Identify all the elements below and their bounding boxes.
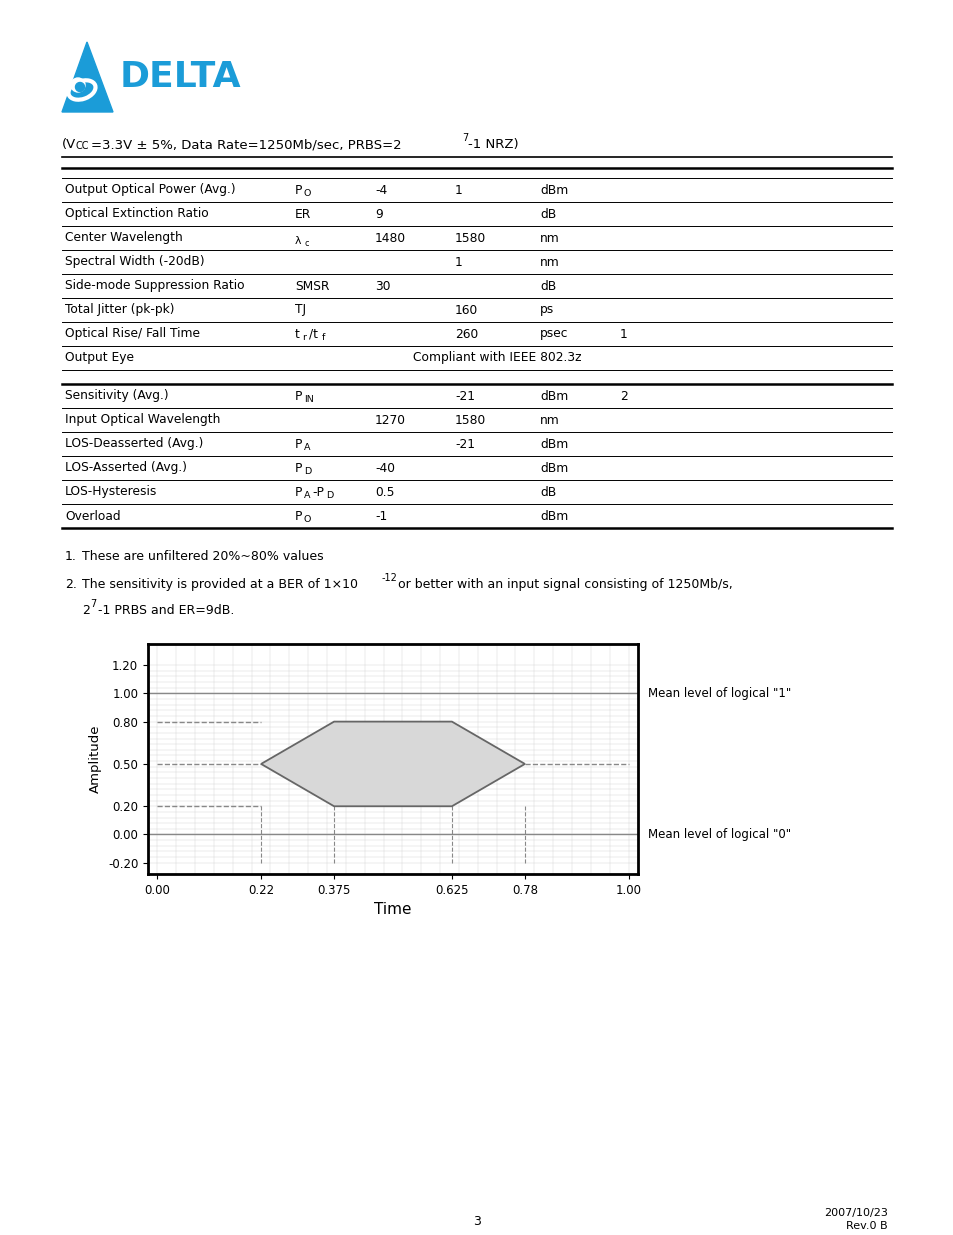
Text: IN: IN [304, 394, 314, 404]
Text: r: r [302, 332, 306, 342]
Text: 1270: 1270 [375, 414, 406, 426]
Text: nm: nm [539, 414, 559, 426]
Text: 1580: 1580 [455, 414, 486, 426]
Text: P: P [294, 485, 302, 499]
Text: dB: dB [539, 279, 556, 293]
Text: 7: 7 [461, 133, 468, 143]
Text: P: P [294, 389, 302, 403]
Text: 2: 2 [619, 389, 627, 403]
Text: Mean level of logical "1": Mean level of logical "1" [647, 687, 790, 700]
Text: dBm: dBm [539, 510, 568, 522]
Text: LOS-Asserted (Avg.): LOS-Asserted (Avg.) [65, 462, 187, 474]
Text: Mean level of logical "0": Mean level of logical "0" [647, 827, 790, 841]
Y-axis label: Amplitude: Amplitude [90, 725, 102, 793]
Text: These are unfiltered 20%~80% values: These are unfiltered 20%~80% values [82, 550, 323, 563]
Text: D: D [326, 490, 333, 499]
Text: A: A [304, 442, 310, 452]
Polygon shape [62, 42, 112, 112]
Text: The sensitivity is provided at a BER of 1×10: The sensitivity is provided at a BER of … [82, 578, 357, 592]
Text: -21: -21 [455, 389, 475, 403]
Text: DELTA: DELTA [120, 61, 241, 94]
Text: dBm: dBm [539, 184, 568, 196]
Text: O: O [304, 515, 311, 524]
Text: Total Jitter (pk-pk): Total Jitter (pk-pk) [65, 304, 174, 316]
Text: f: f [322, 332, 325, 342]
Text: 1: 1 [455, 184, 462, 196]
Polygon shape [261, 721, 524, 806]
Text: 0.5: 0.5 [375, 485, 395, 499]
Text: dB: dB [539, 485, 556, 499]
Text: Optical Extinction Ratio: Optical Extinction Ratio [65, 207, 209, 221]
Text: Overload: Overload [65, 510, 120, 522]
Text: 260: 260 [455, 327, 477, 341]
Text: or better with an input signal consisting of 1250Mb/s,: or better with an input signal consistin… [397, 578, 732, 592]
Text: -P: -P [312, 485, 323, 499]
Text: (V: (V [62, 138, 76, 151]
Text: LOS-Hysteresis: LOS-Hysteresis [65, 485, 157, 499]
Text: -12: -12 [381, 573, 397, 583]
Text: dB: dB [539, 207, 556, 221]
Text: P: P [294, 462, 302, 474]
Text: 3: 3 [473, 1215, 480, 1228]
Text: -1 NRZ): -1 NRZ) [468, 138, 518, 151]
Circle shape [75, 83, 85, 91]
Text: dBm: dBm [539, 462, 568, 474]
Text: -21: -21 [455, 437, 475, 451]
Text: -1 PRBS and ER=9dB.: -1 PRBS and ER=9dB. [98, 604, 234, 618]
Text: TJ: TJ [294, 304, 306, 316]
Text: 2007/10/23: 2007/10/23 [823, 1208, 887, 1218]
Text: 7: 7 [90, 599, 96, 609]
Text: -40: -40 [375, 462, 395, 474]
Text: λ: λ [294, 236, 301, 246]
Text: P: P [294, 510, 302, 522]
X-axis label: Time: Time [374, 903, 412, 918]
Text: SMSR: SMSR [294, 279, 329, 293]
Text: A: A [304, 490, 310, 499]
Text: 1: 1 [619, 327, 627, 341]
Text: CC: CC [76, 141, 90, 151]
Text: Output Optical Power (Avg.): Output Optical Power (Avg.) [65, 184, 235, 196]
Text: /t: /t [309, 327, 317, 341]
Text: Rev.0 B: Rev.0 B [845, 1221, 887, 1231]
Text: 2: 2 [82, 604, 90, 618]
Text: nm: nm [539, 231, 559, 245]
Circle shape [71, 78, 85, 91]
Text: -4: -4 [375, 184, 387, 196]
Text: 1580: 1580 [455, 231, 486, 245]
Text: Spectral Width (-20dB): Spectral Width (-20dB) [65, 256, 204, 268]
Text: nm: nm [539, 256, 559, 268]
Text: Input Optical Wavelength: Input Optical Wavelength [65, 414, 220, 426]
Text: P: P [294, 184, 302, 196]
Text: 9: 9 [375, 207, 382, 221]
Text: P: P [294, 437, 302, 451]
Text: Optical Rise/ Fall Time: Optical Rise/ Fall Time [65, 327, 200, 341]
Text: dBm: dBm [539, 437, 568, 451]
Text: 160: 160 [455, 304, 477, 316]
Text: psec: psec [539, 327, 568, 341]
Text: ps: ps [539, 304, 554, 316]
Text: 1: 1 [455, 256, 462, 268]
Text: D: D [304, 467, 311, 475]
Text: =3.3V ± 5%, Data Rate=1250Mb/sec, PRBS=2: =3.3V ± 5%, Data Rate=1250Mb/sec, PRBS=2 [91, 138, 401, 151]
Text: O: O [304, 189, 311, 198]
Text: dBm: dBm [539, 389, 568, 403]
Text: 1.: 1. [65, 550, 77, 563]
Text: Side-mode Suppression Ratio: Side-mode Suppression Ratio [65, 279, 244, 293]
Text: Center Wavelength: Center Wavelength [65, 231, 183, 245]
Text: 1480: 1480 [375, 231, 406, 245]
Text: Sensitivity (Avg.): Sensitivity (Avg.) [65, 389, 169, 403]
Text: ER: ER [294, 207, 311, 221]
Text: t: t [294, 327, 299, 341]
Text: LOS-Deasserted (Avg.): LOS-Deasserted (Avg.) [65, 437, 203, 451]
Text: 2.: 2. [65, 578, 77, 592]
Text: 30: 30 [375, 279, 390, 293]
Text: Compliant with IEEE 802.3z: Compliant with IEEE 802.3z [413, 352, 581, 364]
Text: c: c [305, 238, 309, 247]
Text: Output Eye: Output Eye [65, 352, 133, 364]
Text: -1: -1 [375, 510, 387, 522]
